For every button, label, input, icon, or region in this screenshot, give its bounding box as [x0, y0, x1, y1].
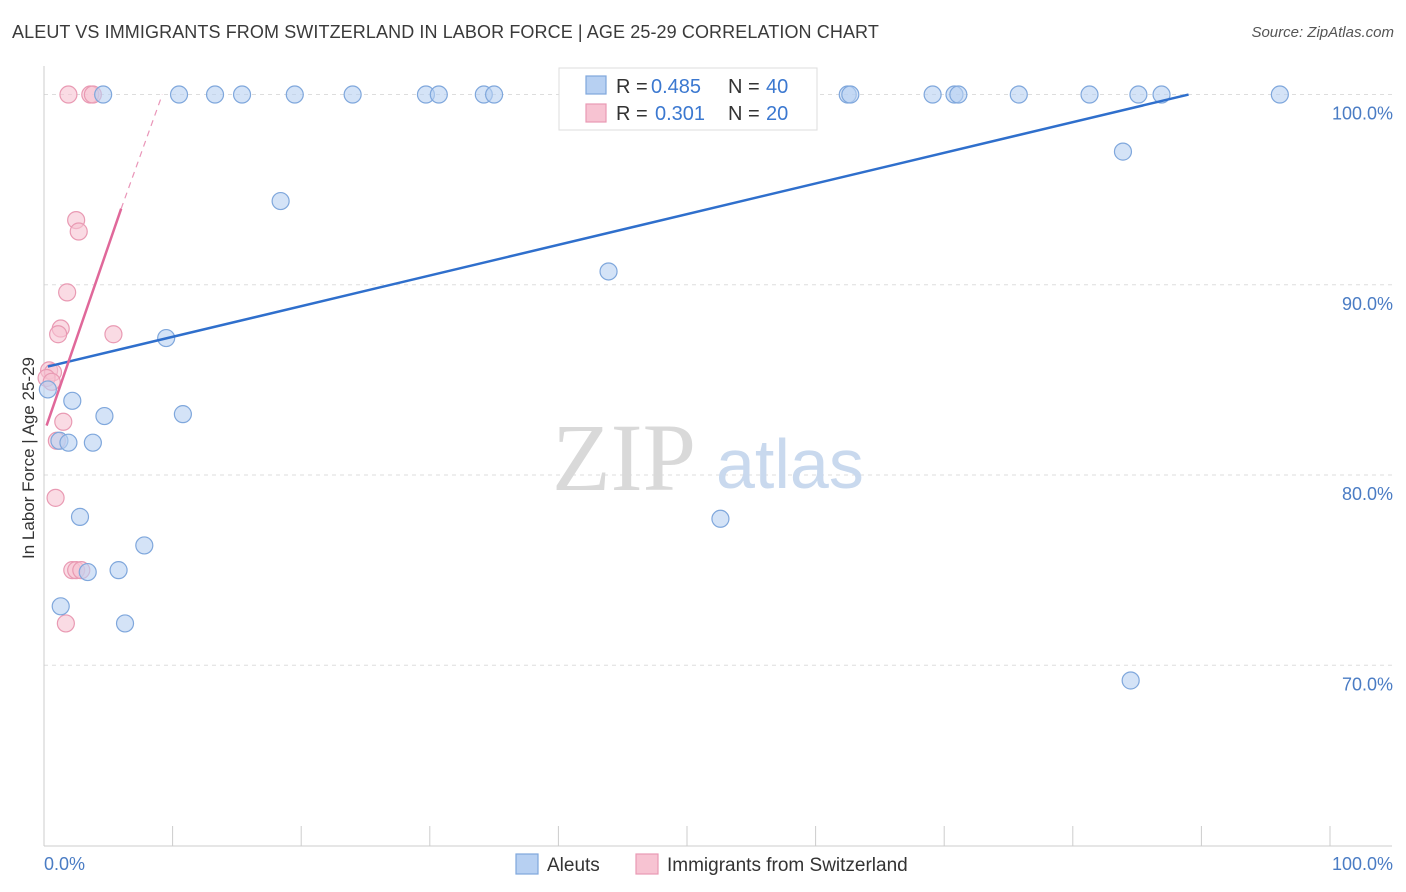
aleut-point-0 — [94, 85, 113, 104]
aleut-point-34 — [135, 536, 154, 555]
swiss-point-0 — [59, 85, 78, 104]
legend-n-label-aleuts: N = — [728, 76, 760, 98]
aleut-point-7 — [429, 85, 448, 104]
swiss-point-5 — [58, 283, 77, 302]
watermark: ZIP atlas — [552, 404, 864, 511]
axes — [43, 66, 1392, 847]
aleut-point-35 — [78, 562, 97, 582]
legend-r-value-aleuts: 0.485 — [651, 76, 701, 98]
aleut-point-27 — [95, 406, 114, 426]
series-legend-swatch-swiss — [635, 853, 659, 875]
aleut-point-30 — [59, 433, 78, 452]
aleut-point-1 — [169, 85, 189, 104]
source-label: Source: ZipAtlas.com — [1251, 24, 1394, 41]
aleut-point-13 — [923, 85, 942, 104]
legend-swatch-aleuts — [585, 75, 607, 95]
y-tick-labels: 70.0% 80.0% 90.0% 100.0% — [1332, 104, 1393, 695]
stats-legend: R = 0.485 N = 40 R = 0.301 N = 20 — [558, 67, 818, 131]
aleut-point-18 — [1129, 85, 1148, 104]
legend-r-label-swiss: R = — [616, 103, 648, 125]
chart-title: ALEUT VS IMMIGRANTS FROM SWITZERLAND IN … — [12, 22, 879, 42]
aleut-point-5 — [343, 85, 362, 104]
aleut-point-4 — [285, 85, 304, 104]
legend-n-value-swiss: 20 — [766, 103, 788, 125]
aleut-point-37 — [51, 597, 70, 616]
x-tick-label-min: 0.0% — [44, 854, 85, 874]
swiss-point-13 — [54, 412, 73, 431]
y-tick-label-100: 100.0% — [1332, 104, 1393, 124]
aleut-point-22 — [271, 191, 290, 211]
swiss-point-4 — [69, 222, 88, 241]
legend-r-value-swiss: 0.301 — [655, 103, 705, 125]
aleut-point-38 — [115, 614, 135, 633]
aleut-trend-line — [47, 93, 1189, 368]
y-tick-label-70: 70.0% — [1342, 674, 1393, 694]
aleut-point-39 — [1121, 671, 1140, 690]
trend-lines — [45, 93, 1189, 426]
aleut-point-23 — [599, 262, 618, 281]
aleut-point-25 — [38, 380, 57, 399]
grid-lines — [44, 94, 1392, 666]
x-tick-label-max: 100.0% — [1332, 854, 1393, 874]
aleut-point-16 — [1009, 85, 1028, 104]
y-axis-label: In Labor Force | Age 25-29 — [19, 357, 38, 559]
legend-r-label-aleuts: R = — [616, 76, 648, 98]
aleut-point-20 — [1270, 85, 1289, 104]
aleut-point-36 — [109, 561, 128, 580]
aleut-point-33 — [711, 509, 730, 528]
y-tick-label-80: 80.0% — [1342, 484, 1393, 504]
swiss-point-15 — [46, 488, 65, 507]
series-legend: Aleuts Immigrants from Switzerland — [515, 853, 908, 876]
data-points — [37, 85, 1289, 690]
aleut-point-2 — [205, 85, 225, 104]
watermark-atlas: atlas — [716, 425, 864, 503]
aleut-point-17 — [1080, 85, 1099, 104]
watermark-zip: ZIP — [552, 404, 696, 511]
legend-n-label-swiss: N = — [728, 103, 760, 125]
aleut-point-21 — [1113, 142, 1133, 161]
legend-n-value-aleuts: 40 — [766, 76, 788, 98]
series-legend-label-aleuts: Aleuts — [547, 855, 600, 876]
series-legend-label-swiss: Immigrants from Switzerland — [667, 855, 908, 876]
aleut-point-32 — [70, 507, 90, 526]
swiss-point-19 — [56, 614, 75, 633]
aleut-point-31 — [83, 433, 102, 452]
aleut-point-28 — [173, 405, 192, 424]
swiss-point-7 — [49, 325, 68, 344]
aleut-point-9 — [485, 85, 504, 104]
swiss-trend-line — [45, 208, 123, 426]
y-tick-label-90: 90.0% — [1342, 294, 1393, 314]
aleut-point-3 — [232, 85, 252, 104]
x-tick-labels: 0.0% 100.0% — [44, 854, 1393, 874]
aleut-point-12 — [841, 85, 860, 104]
legend-swatch-swiss — [585, 103, 607, 123]
series-legend-swatch-aleuts — [515, 853, 539, 875]
aleut-point-15 — [949, 85, 968, 104]
swiss-trend-extension — [120, 94, 163, 209]
swiss-point-8 — [104, 325, 123, 344]
aleut-point-26 — [63, 391, 82, 410]
